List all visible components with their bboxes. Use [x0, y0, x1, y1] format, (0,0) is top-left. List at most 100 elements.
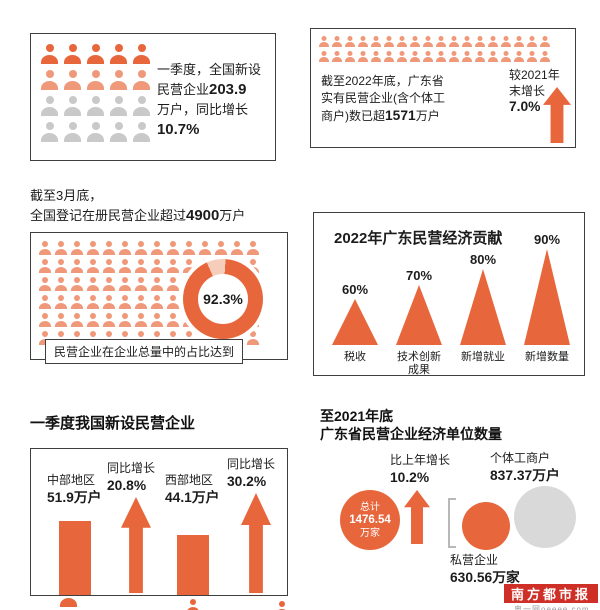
person-icon: [135, 277, 147, 291]
person-icon: [151, 259, 163, 273]
triangle-category: 新增数量: [525, 351, 569, 363]
person-icon: [371, 51, 381, 62]
panel-guangdong-2022: 截至2022年底，广东省 实有民营企业(含个体工 商户)数已超1571万户 较202…: [310, 28, 576, 148]
total-circle: 总计 1476.54 万家: [340, 490, 400, 550]
person-icon-grid: [41, 44, 150, 148]
person-icon: [103, 277, 115, 291]
bar-west: [177, 535, 209, 595]
person-icon: [247, 331, 259, 345]
person-icon: [64, 96, 81, 116]
person-icon: [397, 36, 407, 47]
person-icon: [449, 36, 459, 47]
person-icon: [55, 295, 67, 309]
up-arrow-icon: [404, 490, 430, 544]
regions-title: 一季度我国新设民营企业: [30, 415, 196, 432]
person-icon: [167, 241, 179, 255]
person-icon: [41, 70, 58, 90]
up-arrow-icon: [241, 493, 271, 593]
person-icon: [55, 241, 67, 255]
person-icon: [87, 122, 104, 142]
newspaper-tagline: 奥一网oeeee.com: [514, 605, 590, 610]
person-icon: [87, 70, 104, 90]
person-icon: [103, 241, 115, 255]
person-icon-grid: [319, 36, 550, 66]
person-icon: [436, 36, 446, 47]
person-icon: [540, 36, 550, 47]
person-icon: [135, 313, 147, 327]
person-icon: [64, 44, 81, 64]
person-icon: [87, 96, 104, 116]
individual-business-text: 个体工商户 837.37万户: [490, 451, 560, 483]
person-icon: [384, 51, 394, 62]
person-icon: [488, 51, 498, 62]
person-icon: [423, 36, 433, 47]
person-icon: [71, 259, 83, 273]
panel-guangdong-growth-text: 较2021年 末增长 7.0%: [509, 68, 560, 114]
region-central-growth: 同比增长 20.8%: [107, 461, 156, 493]
triangle-value: 60%: [341, 282, 369, 297]
person-icon: [103, 295, 115, 309]
person-icon: [87, 241, 99, 255]
person-icon: [345, 36, 355, 47]
bar-central: [59, 521, 91, 595]
person-icon: [133, 44, 150, 64]
person-icon: [64, 122, 81, 142]
person-icon: [87, 277, 99, 291]
newspaper-logo: 南方都市报: [504, 584, 598, 603]
person-icon: [423, 51, 433, 62]
person-icon: [319, 51, 329, 62]
person-icon: [71, 295, 83, 309]
triangle-category: 新增就业: [461, 351, 505, 363]
person-icon: [151, 295, 163, 309]
person-icon: [103, 259, 115, 273]
person-icon: [231, 241, 243, 255]
triangle-bar: [332, 299, 378, 345]
person-icon: [514, 51, 524, 62]
person-icon: [103, 313, 115, 327]
triangle-bar: [396, 285, 442, 345]
triangle-value: 80%: [469, 252, 497, 267]
person-icon: [397, 51, 407, 62]
person-icon: [183, 241, 195, 255]
person-icon: [384, 36, 394, 47]
person-icon: [475, 36, 485, 47]
person-icon: [215, 241, 227, 255]
person-icon: [133, 122, 150, 142]
person-icon: [60, 587, 77, 607]
panel-share-of-enterprises: 92.3% 民营企业在企业总量中的占比达到: [30, 232, 288, 364]
person-icon: [527, 51, 537, 62]
units-growth-text: 比上年增长 10.2%: [390, 453, 451, 485]
person-icon: [501, 51, 511, 62]
person-icon: [39, 313, 51, 327]
region-central-label: 中部地区 51.9万户: [47, 473, 102, 505]
private-enterprise-circle: [462, 502, 510, 550]
triangle-bar: [460, 269, 506, 345]
person-icon: [87, 259, 99, 273]
person-icon: [119, 295, 131, 309]
person-icon: [187, 599, 200, 610]
person-icon: [119, 259, 131, 273]
person-icon: [199, 241, 211, 255]
person-icon: [55, 277, 67, 291]
person-icon: [64, 70, 81, 90]
person-icon: [501, 36, 511, 47]
person-icon: [71, 241, 83, 255]
person-icon: [119, 241, 131, 255]
region-west-label: 西部地区 44.1万户: [165, 473, 220, 505]
person-icon: [345, 51, 355, 62]
person-icon: [133, 96, 150, 116]
person-icon: [410, 36, 420, 47]
person-icon: [358, 36, 368, 47]
individual-business-circle: [514, 486, 576, 548]
person-icon: [87, 313, 99, 327]
person-icon: [167, 277, 179, 291]
person-icon: [371, 36, 381, 47]
triangle-value: 70%: [405, 268, 433, 283]
person-icon: [319, 36, 329, 47]
triangle-category: 税收: [344, 351, 366, 363]
person-icon: [39, 295, 51, 309]
bracket-icon: [448, 498, 456, 548]
person-icon: [462, 51, 472, 62]
person-icon: [475, 51, 485, 62]
